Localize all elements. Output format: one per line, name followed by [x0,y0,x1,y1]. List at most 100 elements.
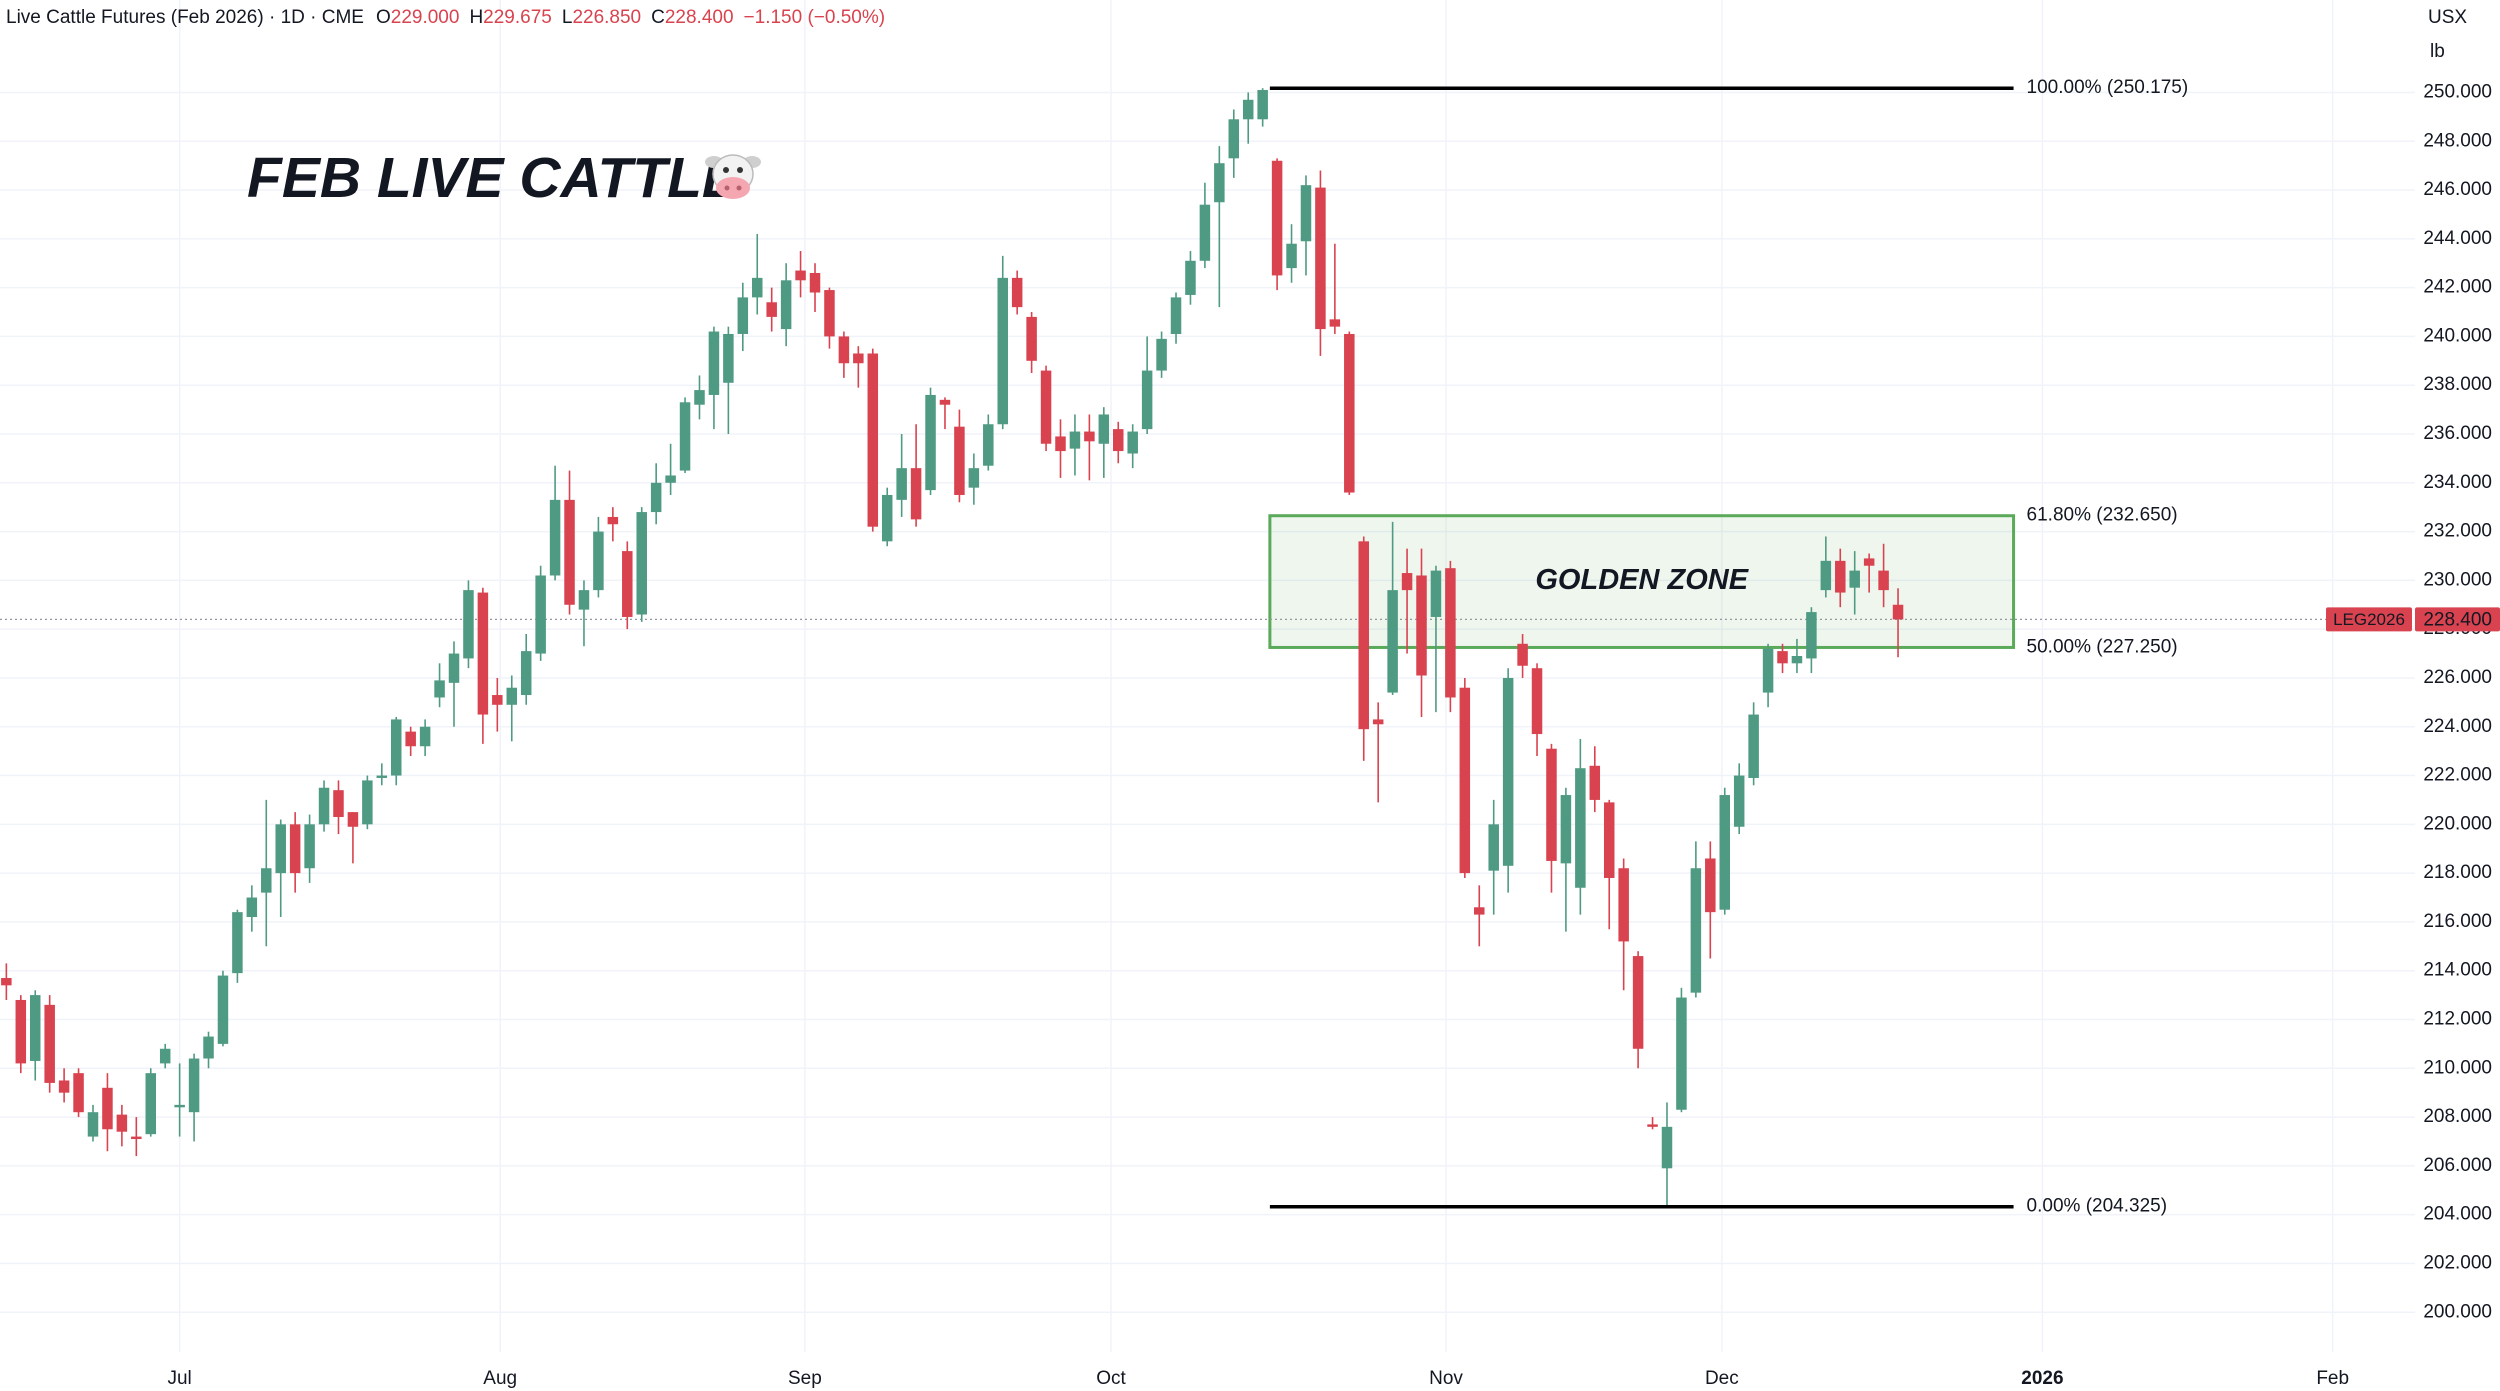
candle-body [795,270,806,281]
candle-body [896,468,907,500]
candle-body [1,978,12,986]
candle-body [983,424,994,466]
fib-label: 50.00% (227.250) [2027,636,2178,657]
price-tag-bg [2415,607,2500,632]
y-tick-label: 226.000 [2423,667,2492,688]
candle-body [1315,187,1326,330]
candle-body [1185,260,1196,295]
candle-body [910,468,922,520]
y-tick-label: 240.000 [2423,325,2492,346]
change: −1.150 (−0.50%) [744,7,886,28]
candle-body [1719,795,1731,910]
candle-body [997,277,1008,425]
candle-body [1098,414,1110,444]
candle-body [1242,99,1254,120]
candle-body [261,868,272,893]
candle-body [1084,431,1095,442]
price-tag: 228.400 [2423,609,2492,630]
x-tick-label: Aug [483,1368,517,1389]
candle-body [492,695,503,705]
candle-body [44,1004,55,1083]
candle-body [1055,436,1066,452]
candle-body [1416,575,1427,676]
fib-label: 0.00% (204.325) [2027,1196,2168,1217]
y-tick-label: 244.000 [2423,228,2492,249]
candle-body [1546,748,1557,861]
candle-body [1401,573,1413,591]
price-tag-symbol-bg [2326,607,2412,632]
candle-body [448,653,460,683]
candle-body [477,592,489,715]
candle-body [131,1136,142,1140]
candle-body [1141,370,1153,430]
candle-body [694,390,705,405]
candle-body [1214,163,1225,203]
candle-body [1300,185,1312,242]
candle-body [1618,868,1629,942]
y-tick-label: 218.000 [2423,862,2492,883]
candle-body [1762,648,1774,693]
x-tick-label: Sep [788,1368,822,1389]
candle-body [1474,907,1485,915]
candle-body [1199,204,1211,261]
ohlc-label: C [651,7,665,28]
candle-body [679,402,691,471]
grid [0,0,2415,1352]
y-tick-label: 220.000 [2423,813,2492,834]
candle-body [968,468,980,488]
candle-body [463,590,474,659]
candle-body [1228,119,1240,159]
y-tick-label: 232.000 [2423,521,2492,542]
golden-zone-label: GOLDEN ZONE [1535,564,1749,596]
candle-body [434,680,445,698]
candle-body [362,780,373,825]
candle-body [593,531,604,591]
candle-body [246,897,258,918]
candle-body [405,731,416,747]
candle-body [1589,765,1601,800]
fib-label: 100.00% (250.175) [2027,77,2189,98]
candle-body [102,1087,113,1130]
y-tick-label: 212.000 [2423,1009,2492,1030]
price-tag-symbol: LEG2026 [2333,610,2405,629]
candle-body [1647,1124,1658,1127]
candle-body [752,277,763,298]
candle-body [333,790,344,818]
symbol-line: Live Cattle Futures (Feb 2026) · 1D · CM… [6,7,364,28]
candle-body [939,399,951,405]
candle-body [1806,612,1817,659]
y-tick-label: 208.000 [2423,1106,2492,1127]
y-tick-label: 214.000 [2423,960,2492,981]
y-tick-label: 246.000 [2423,179,2492,200]
candle-body [1560,795,1572,864]
candle-body [780,280,792,330]
candle-body [232,912,243,974]
y-tick-label: 236.000 [2423,423,2492,444]
unit: lb [2430,41,2445,62]
candle-body [1777,651,1788,664]
candle-body [1820,560,1832,591]
candle-body [1676,997,1687,1110]
candle-body [506,687,518,705]
candle-body [1863,558,1875,566]
candle-body [1445,568,1456,698]
candle-body [304,824,315,869]
ohlc-label: H [469,7,483,28]
candle-body [665,475,676,483]
candle-body [1603,802,1615,878]
candle-body [159,1048,171,1064]
candle-body [1011,277,1023,308]
chart-title: FEB LIVE CATTLE [247,146,742,210]
ohlc-label: O [376,7,391,28]
candle-body [217,975,229,1044]
candle-body [1430,570,1442,617]
ohlc-value: 228.400 [665,7,734,28]
candle-body [1690,868,1702,993]
y-tick-label: 230.000 [2423,569,2492,590]
candle-body [318,787,330,825]
candle-body [73,1073,84,1113]
ohlc-value: 229.675 [483,7,552,28]
candle-body [838,336,850,364]
candle-body [1127,431,1138,454]
